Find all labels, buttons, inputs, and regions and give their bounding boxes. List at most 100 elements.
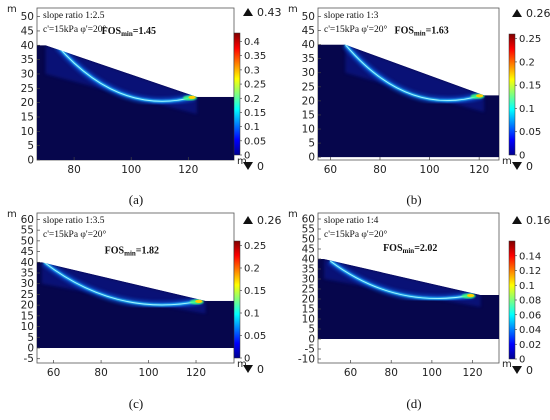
colorbar-max-marker <box>512 9 522 17</box>
y-tick-label: 0 <box>308 334 315 346</box>
fos-subscript: min <box>414 29 426 37</box>
fos-subscript: min <box>403 247 415 255</box>
x-axis-unit: m <box>237 359 247 370</box>
y-tick-label: 5 <box>308 324 315 336</box>
x-tick-label: 120 <box>463 367 483 379</box>
y-tick-label: 20 <box>302 294 315 306</box>
soil-domain <box>318 44 499 158</box>
fos-prefix: FOS <box>383 243 403 254</box>
colorbar-tick-label: 0.4 <box>244 37 260 48</box>
fos-value: =1.82 <box>136 246 159 257</box>
strength-parameters-label: c'=15kPa φ'=20° <box>43 24 106 35</box>
shallow-zone <box>345 44 485 113</box>
y-tick-label: 15 <box>21 310 34 322</box>
colorbar-tick-label: 0.25 <box>244 241 266 252</box>
y-tick-label: -5 <box>305 344 315 356</box>
y-tick-label: 15 <box>21 111 34 123</box>
y-tick-label: 45 <box>302 25 315 37</box>
y-tick-label: 35 <box>302 53 315 65</box>
colorbar-max-value: 0.43 <box>257 6 282 19</box>
colorbar-min-value: 0 <box>257 363 264 376</box>
toe-hotspot-core <box>195 299 203 303</box>
toe-hotspot-core <box>476 94 484 98</box>
y-tick-label: 30 <box>21 68 34 80</box>
y-axis-unit: m <box>288 209 298 220</box>
x-tick-label: 100 <box>121 164 141 176</box>
x-tick-label: 60 <box>344 367 357 379</box>
colorbar-tick-label: 0.15 <box>519 81 541 92</box>
colorbar <box>233 32 241 156</box>
y-axis-unit: m <box>7 209 17 220</box>
y-tick-label: 30 <box>302 67 315 79</box>
slope-ratio-label: slope ratio 1:4 <box>324 216 379 226</box>
x-tick-label: 100 <box>420 164 440 176</box>
x-tick-label: 60 <box>47 367 60 379</box>
colorbar-tick-label: 0.08 <box>519 296 541 307</box>
colorbar-max-marker <box>243 216 253 224</box>
shallow-zone <box>45 45 197 115</box>
x-tick-label: 80 <box>385 367 398 379</box>
colorbar-tick-label: 0.35 <box>244 51 266 62</box>
y-tick-label: 45 <box>21 25 34 37</box>
panel-b: 60 80 100 120 0 5 10 15 20 25 30 35 40 45 50 m m slope ra… <box>288 4 550 207</box>
y-tick-label: 35 <box>21 54 34 66</box>
colorbar-tick-label: 0.25 <box>519 34 541 45</box>
fos-prefix: FOS <box>102 26 122 37</box>
y-tick-label: 20 <box>302 95 315 107</box>
panel-d: 60 80 100 120-10-5051015202530354045505560m… <box>288 209 550 411</box>
x-axis-unit: m <box>502 359 512 370</box>
y-tick-label: 15 <box>302 304 315 316</box>
y-tick-label: 30 <box>21 278 34 290</box>
colorbar-tick-label: 0.15 <box>244 286 266 297</box>
colorbar-tick-label: 0.1 <box>519 104 535 115</box>
colorbar <box>508 240 516 360</box>
y-tick-label: 50 <box>302 234 315 246</box>
fos-value: =1.63 <box>426 25 449 36</box>
x-tick-label: 120 <box>186 367 206 379</box>
slope-ratio-label: slope ratio 1:3 <box>324 11 379 21</box>
toe-hotspot-core <box>188 95 196 99</box>
y-tick-label: 50 <box>21 11 34 23</box>
fos-subscript: min <box>121 30 133 38</box>
fos-min-label: FOSmin=1.82 <box>105 246 159 258</box>
fos-value: =2.02 <box>414 243 437 254</box>
y-tick-label: 60 <box>302 214 315 226</box>
colorbar-max-value: 0.16 <box>526 214 550 227</box>
colorbar-tick-label: 0.04 <box>519 325 541 336</box>
colorbar-tick-label: 0.2 <box>244 264 260 275</box>
colorbar-min-value: 0 <box>526 364 533 377</box>
slip-band-core <box>344 44 482 102</box>
y-tick-label: 40 <box>21 40 34 52</box>
fos-value: =1.45 <box>133 26 156 37</box>
slip-band-core <box>43 262 201 306</box>
y-tick-label: 10 <box>21 321 34 333</box>
panel-caption: (a) <box>129 192 143 207</box>
colorbar-tick-label: 0.05 <box>244 136 266 147</box>
y-tick-label: -5 <box>24 353 34 365</box>
colorbar-tick-label: 0 <box>244 354 250 365</box>
strength-parameters-label: c'=15kPa φ'=20° <box>324 24 387 35</box>
x-axis-unit: m <box>237 156 247 167</box>
colorbar-max-value: 0.26 <box>526 7 550 20</box>
x-axis-unit: m <box>502 156 512 167</box>
colorbar-tick-label: 0.1 <box>244 309 260 320</box>
x-tick-label: 80 <box>373 164 386 176</box>
slip-band-core <box>56 45 195 102</box>
colorbar-max-value: 0.26 <box>257 214 282 227</box>
colorbar-tick-label: 0.2 <box>244 94 260 105</box>
x-tick-label: 80 <box>94 367 107 379</box>
colorbar-tick-label: 0.12 <box>519 266 541 277</box>
shallow-zone <box>41 262 206 314</box>
y-tick-label: 45 <box>21 246 34 258</box>
x-tick-label: 60 <box>324 164 337 176</box>
y-tick-label: 50 <box>21 235 34 247</box>
y-axis-unit: m <box>7 4 17 15</box>
colorbar-tick-label: 0.1 <box>244 122 260 133</box>
strength-parameters-label: c'=15kPa φ'=20° <box>43 229 106 240</box>
y-tick-label: 10 <box>302 314 315 326</box>
colorbar-tick-label: 0.15 <box>244 108 266 119</box>
y-tick-label: 55 <box>302 224 315 236</box>
colorbar <box>508 33 516 156</box>
slope-ratio-label: slope ratio 1:2.5 <box>43 11 105 21</box>
